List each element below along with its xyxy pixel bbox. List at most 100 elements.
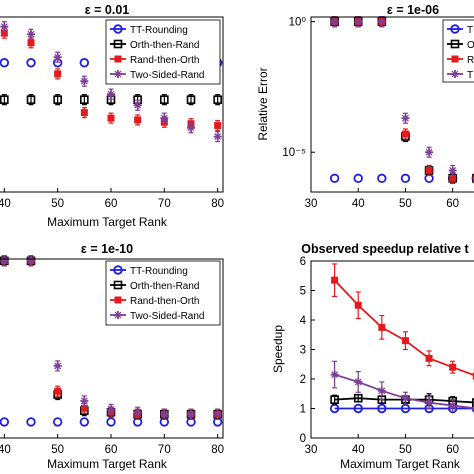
- data-point: [329, 173, 340, 184]
- legend-entry-tt: T: [447, 24, 473, 36]
- data-point: [133, 408, 142, 417]
- legend-marker: [451, 55, 459, 63]
- x-tick-label: 50: [51, 444, 64, 456]
- data-point: [107, 114, 115, 122]
- data-point: [27, 30, 35, 39]
- y-tick-label: 10⁰: [289, 17, 307, 29]
- data-point: [377, 403, 387, 414]
- data-point: [353, 393, 363, 403]
- legend-label: T: [467, 70, 473, 81]
- data-point: [354, 17, 363, 26]
- legend-entry-tt: TT-Rounding: [110, 24, 188, 36]
- data-point: [80, 77, 89, 86]
- x-tick-label: 60: [105, 444, 118, 456]
- legend-entry-rand_then_orth: R: [447, 55, 474, 66]
- x-axis-label: Maximum Target Rank: [340, 457, 461, 471]
- legend-label: Two-Sided-Rand: [130, 70, 204, 81]
- series-two_sided: [0, 21, 222, 143]
- y-tick-label: 0: [300, 433, 306, 445]
- data-point: [354, 377, 363, 386]
- data-point: [53, 53, 62, 62]
- data-point: [133, 101, 142, 110]
- x-tick-label: 50: [51, 198, 64, 210]
- data-point: [0, 256, 9, 265]
- data-point: [400, 173, 411, 184]
- legend-entry-two_sided: Two-Sided-Rand: [110, 70, 204, 81]
- data-point: [377, 173, 387, 184]
- data-point: [134, 116, 142, 124]
- legend-label: Orth-then-Rand: [130, 281, 199, 292]
- legend-label: Two-Sided-Rand: [130, 311, 204, 322]
- data-point: [186, 95, 196, 104]
- legend-label: Rand-then-Orth: [130, 296, 199, 307]
- y-axis-label: Relative Error: [256, 67, 270, 140]
- legend-entry-rand_then_orth: Rand-then-Orth: [110, 296, 199, 307]
- data-point: [214, 121, 222, 129]
- data-point: [329, 403, 340, 414]
- data-point: [400, 403, 411, 414]
- legend-entry-orth_then_rand: Orth-then-Rand: [110, 280, 199, 292]
- data-point: [354, 301, 362, 309]
- series-two_sided: [330, 16, 474, 184]
- legend-label: R: [467, 55, 474, 66]
- series-two_sided: [330, 360, 474, 415]
- x-tick-label: 40: [0, 198, 11, 210]
- data-point: [330, 395, 339, 404]
- panel-eps-0-01: ε = 0.01 40 50 60 70 80 Maximum Target Rank …: [0, 3, 224, 229]
- legend-label: T: [467, 25, 473, 36]
- x-tick-label: 50: [399, 444, 412, 456]
- plot-frame: [0, 16, 224, 193]
- y-tick-label: 10⁻⁵: [282, 147, 306, 159]
- data-point: [0, 95, 9, 104]
- legend-marker: [451, 70, 459, 78]
- y-tick-label: 6: [300, 256, 306, 268]
- data-point: [80, 396, 89, 405]
- data-point: [425, 148, 434, 157]
- data-point: [425, 354, 433, 362]
- data-point: [27, 39, 35, 47]
- data-point: [27, 256, 35, 265]
- y-tick-label: 2: [300, 374, 306, 386]
- legend-entry-orth_then_rand: Orth-then-Rand: [110, 39, 199, 51]
- data-point: [160, 410, 169, 419]
- legend-entry-two_sided: Two-Sided-Rand: [110, 311, 204, 322]
- data-point: [187, 123, 195, 132]
- data-point: [79, 417, 90, 427]
- x-tick-label: 40: [352, 444, 365, 456]
- data-point: [353, 173, 363, 184]
- data-point: [52, 417, 63, 427]
- data-point: [106, 417, 116, 427]
- data-point: [80, 95, 89, 104]
- data-point: [330, 17, 339, 26]
- x-tick-label: 40: [352, 198, 365, 210]
- data-point: [331, 276, 339, 284]
- data-point: [26, 95, 36, 104]
- y-tick-label: 3: [300, 345, 306, 357]
- data-point: [449, 363, 457, 371]
- y-tick-label: 1: [300, 404, 306, 416]
- x-tick-label: 70: [158, 444, 171, 456]
- data-point: [401, 114, 410, 123]
- panel-speedup: Observed speedup relative t 30 40 50 60 0 1 2 3…: [271, 242, 474, 471]
- legend-entry-rand_then_orth: Rand-then-Orth: [110, 55, 199, 66]
- data-point: [107, 405, 115, 414]
- data-point: [0, 417, 10, 427]
- data-point: [0, 58, 10, 68]
- data-point: [80, 109, 88, 117]
- data-point: [26, 58, 36, 68]
- data-point: [160, 114, 169, 123]
- series-rand_then_orth: [331, 263, 474, 383]
- legend-marker: [113, 39, 123, 49]
- data-point: [187, 410, 195, 419]
- legend-marker: [113, 280, 123, 290]
- x-tick-label: 60: [446, 198, 459, 210]
- y-tick-label: 4: [300, 315, 307, 327]
- x-tick-label: 80: [211, 198, 224, 210]
- data-point: [425, 166, 433, 174]
- data-point: [26, 417, 36, 427]
- data-point: [401, 394, 410, 403]
- data-point: [160, 95, 169, 104]
- legend-label: TT-Rounding: [130, 25, 188, 36]
